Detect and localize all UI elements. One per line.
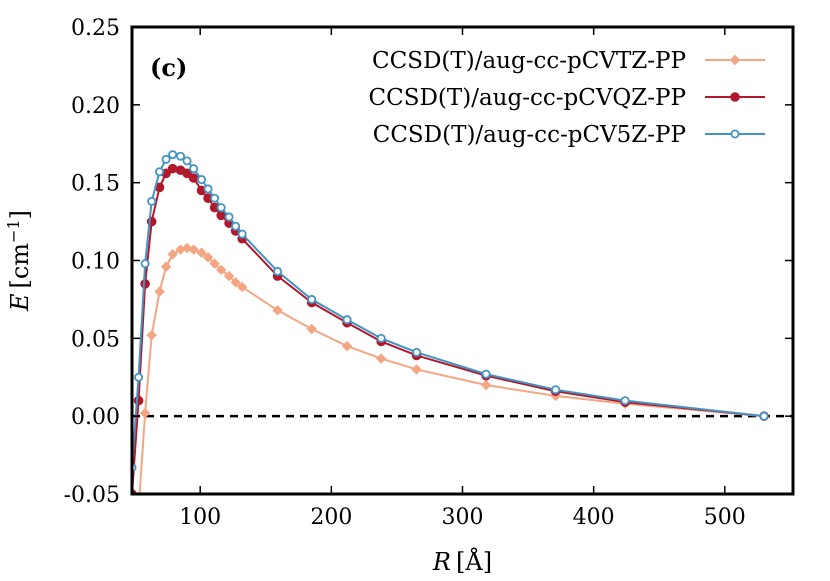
series-3-point — [134, 372, 144, 382]
series-3-point — [197, 175, 207, 185]
legend-swatch-marker-2 — [730, 92, 740, 102]
series-3-point — [140, 259, 150, 269]
legend-swatch-marker-3 — [730, 129, 740, 139]
y-tick-label: 0.10 — [71, 250, 120, 275]
y-axis-unit-close: ] — [6, 210, 34, 219]
series-1-point — [411, 364, 422, 375]
series-1-point — [154, 286, 165, 297]
x-tick-label: 400 — [573, 505, 615, 530]
x-axis-unit: [Å] — [456, 547, 492, 576]
series-3-point — [759, 411, 769, 421]
legend-entry-3: CCSD(T)/aug-cc-pCV5Z-PP — [373, 122, 765, 148]
y-axis-unit-exponent: −1 — [4, 219, 23, 243]
series-1-point — [215, 264, 227, 276]
series-3-point — [620, 396, 630, 406]
y-tick-label: 0.15 — [71, 172, 120, 197]
legend-label-2: CCSD(T)/aug-cc-pCVQZ-PP — [369, 85, 686, 111]
series-1 — [134, 242, 770, 514]
series-3-point — [176, 151, 186, 161]
series-3-point — [273, 266, 283, 276]
x-tick-label: 500 — [704, 505, 746, 530]
series-1-point — [139, 407, 151, 419]
series-1-point — [209, 258, 220, 269]
series-1-point — [202, 252, 214, 263]
series-1-point — [188, 244, 199, 255]
series-3-point — [147, 196, 157, 206]
legend-entry-1: CCSD(T)/aug-cc-pCVTZ-PP — [372, 48, 765, 74]
series-3-point — [155, 167, 165, 177]
series-3-point — [376, 333, 386, 343]
x-axis-variable: R — [432, 548, 451, 576]
series-1-line — [138, 247, 765, 494]
series-1-point — [223, 270, 235, 282]
series-2 — [132, 163, 769, 494]
series-3-point — [481, 369, 491, 379]
legend-swatch-marker-1 — [729, 54, 741, 66]
y-tick-label: 0.00 — [71, 405, 120, 430]
series-1-point — [375, 353, 387, 364]
y-axis-variable: E — [6, 293, 34, 312]
series-2-point — [182, 168, 192, 179]
series-3-point — [161, 154, 171, 164]
x-tick-label: 200 — [310, 505, 352, 530]
series-3-point — [182, 156, 192, 166]
series-3-point — [231, 221, 241, 231]
panel-label: (c) — [150, 53, 187, 82]
y-tick-label: 0.25 — [71, 16, 120, 41]
series-3-point — [168, 150, 178, 160]
series-3-line — [132, 153, 765, 468]
y-tick-label: 0.20 — [71, 94, 120, 119]
series-3-point — [224, 212, 234, 222]
series-3 — [132, 150, 769, 473]
series-1-point — [230, 277, 241, 288]
series-1-point — [196, 247, 207, 258]
series-2-point — [167, 163, 178, 174]
series-1-point — [236, 281, 248, 293]
series-3-point — [342, 315, 352, 325]
series-1-point — [272, 305, 283, 316]
legend-entry-2: CCSD(T)/aug-cc-pCVQZ-PP — [369, 85, 765, 111]
y-tick-label: -0.05 — [64, 483, 120, 508]
series-1-point — [146, 330, 157, 341]
series-2-point — [188, 173, 199, 183]
series-1-point — [167, 249, 178, 260]
x-tick-label: 300 — [442, 505, 484, 530]
series-2-point — [133, 395, 144, 406]
series-3-point — [412, 347, 422, 357]
y-tick-label: 0.05 — [71, 327, 120, 352]
series-3-point — [216, 203, 226, 213]
series-3-point — [237, 229, 247, 239]
series-3-point — [551, 385, 561, 395]
series-1-point — [134, 505, 143, 514]
series-1-point — [341, 340, 353, 352]
y-axis-unit: [cm — [6, 243, 34, 289]
x-tick-label: 100 — [179, 505, 221, 530]
series-3-point — [203, 184, 213, 194]
series-1-point — [306, 323, 317, 335]
series-1-point — [480, 379, 492, 391]
x-axis-label: R [Å] — [432, 547, 492, 576]
series-3-point — [210, 193, 220, 203]
legend-label-3: CCSD(T)/aug-cc-pCV5Z-PP — [373, 122, 686, 148]
series-1-point — [160, 261, 172, 272]
y-axis-label: E [cm−1] — [4, 210, 34, 312]
legend-label-1: CCSD(T)/aug-cc-pCVTZ-PP — [372, 48, 686, 74]
series-3-point — [307, 294, 317, 304]
series-3-point — [189, 164, 199, 174]
legend: CCSD(T)/aug-cc-pCVTZ-PP CCSD(T)/aug-cc-pC… — [369, 48, 765, 148]
